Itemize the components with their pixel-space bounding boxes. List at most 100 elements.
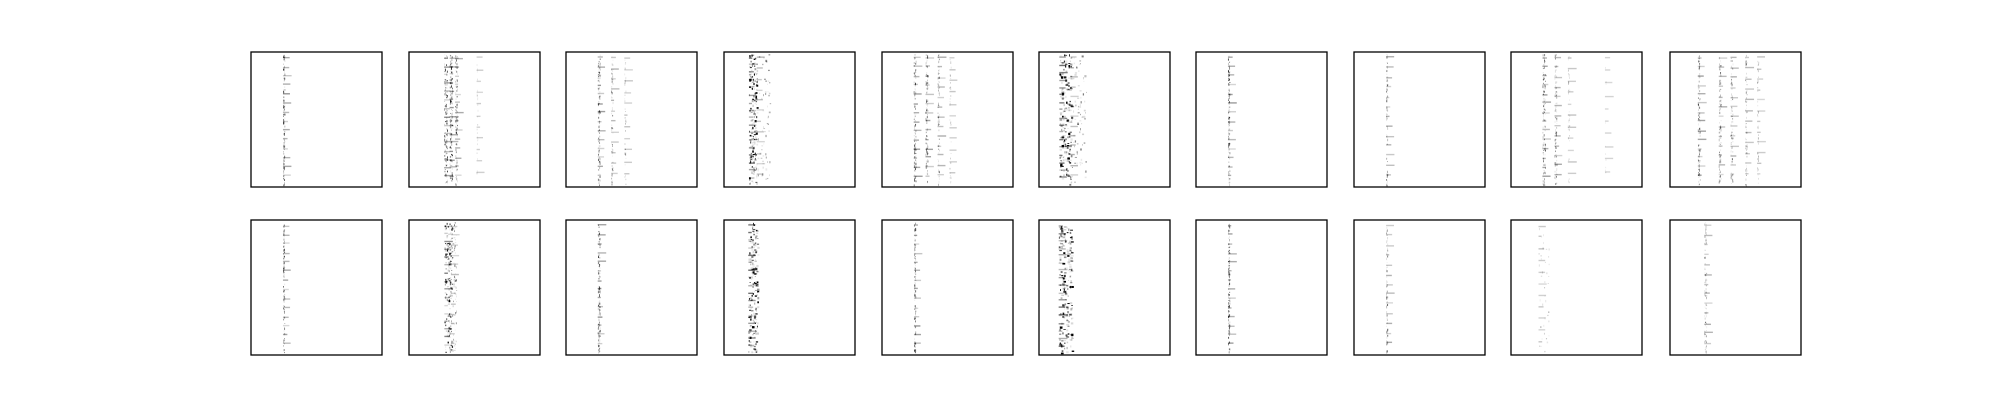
heatmap-cell (1064, 107, 1066, 111)
heatmap-cell (1757, 173, 1761, 175)
heatmap-cell (1228, 283, 1230, 286)
heatmap-cell (1386, 108, 1388, 110)
heatmap-cell (445, 94, 447, 97)
heatmap-cell (1543, 332, 1545, 335)
heatmap-streak (1227, 223, 1237, 354)
heatmap-cell (456, 310, 457, 313)
heatmap-cell (750, 138, 753, 140)
heatmap-cell (914, 137, 916, 139)
heatmap-cell (751, 69, 753, 71)
heatmap-cell (755, 181, 758, 184)
heatmap-cell (1387, 303, 1389, 306)
heatmap-cell (1386, 77, 1393, 79)
heatmap-cell (283, 290, 284, 292)
heatmap-cell (599, 350, 601, 352)
heatmap-cell (752, 226, 754, 228)
heatmap-cell (1757, 100, 1759, 103)
heatmap-cell (451, 87, 453, 89)
heatmap-cell (1066, 173, 1068, 176)
heatmap-cell (624, 92, 632, 94)
heatmap-cell (624, 67, 626, 69)
heatmap-cell (1538, 264, 1540, 267)
heatmap-cell (448, 258, 450, 260)
heatmap-cell (283, 68, 285, 71)
heatmap-cell (1229, 152, 1231, 155)
panel-frame (1195, 219, 1328, 356)
heatmap-cell (1704, 223, 1706, 225)
heatmap-cell (445, 330, 448, 332)
heatmap-cell (1070, 115, 1079, 117)
heatmap-cell (938, 69, 939, 72)
heatmap-cell (624, 148, 626, 151)
heatmap-cell (283, 275, 284, 278)
heatmap-cell (1062, 110, 1064, 113)
heatmap-cell (283, 105, 285, 108)
heatmap-cell (598, 73, 600, 76)
heatmap-cell (451, 55, 453, 58)
heatmap-cell (444, 320, 448, 323)
heatmap-cell (926, 89, 928, 91)
heatmap-cell (1059, 108, 1063, 110)
heatmap-cell (1229, 229, 1231, 232)
heatmap-cell (1228, 300, 1230, 301)
heatmap-cell (444, 247, 446, 250)
heatmap-cell (913, 279, 922, 282)
heatmap-cell (612, 115, 614, 117)
heatmap-cell (914, 238, 916, 241)
heatmap-cell (1568, 158, 1570, 161)
heatmap-cell (1556, 108, 1557, 110)
heatmap-cell (1567, 127, 1569, 129)
heatmap-cell (926, 104, 928, 106)
heatmap-cell (1228, 125, 1230, 128)
heatmap-cell (914, 243, 916, 246)
heatmap-cell (753, 134, 756, 136)
heatmap-cell (283, 54, 285, 56)
heatmap-cell (1731, 120, 1732, 124)
heatmap-cell (450, 56, 452, 59)
heatmap-cell (938, 86, 940, 89)
heatmap-cell (1064, 274, 1066, 278)
heatmap-cell (1079, 104, 1081, 107)
heatmap-cell (444, 167, 452, 169)
heatmap-cell (1555, 147, 1557, 149)
heatmap-cell (1228, 116, 1230, 119)
heatmap-cell (283, 231, 285, 233)
heatmap-cell (1059, 87, 1066, 89)
heatmap-cell (1080, 158, 1083, 161)
heatmap-cell (1387, 143, 1388, 145)
heatmap-cell (624, 83, 626, 86)
heatmap-cell (453, 249, 455, 252)
heatmap-cell (1070, 87, 1072, 89)
heatmap-cell (1062, 169, 1066, 171)
heatmap-cell (913, 103, 918, 105)
heatmap-cell (753, 158, 756, 160)
heatmap-cell (1386, 302, 1393, 304)
heatmap-cell (937, 112, 939, 114)
heatmap-cell (611, 124, 613, 126)
heatmap-cell (1758, 155, 1759, 158)
heatmap-cell (749, 299, 752, 302)
heatmap-cell (914, 342, 916, 345)
heatmap-cell (597, 324, 602, 326)
heatmap-cell (1543, 90, 1545, 93)
heatmap-cell (1567, 128, 1569, 130)
heatmap-cell (1069, 242, 1072, 245)
heatmap-cell (449, 253, 450, 256)
heatmap-cell (914, 169, 915, 172)
heatmap-cell (1387, 328, 1389, 331)
heatmap-cell (756, 270, 758, 273)
heatmap-cell (1719, 82, 1721, 85)
heatmap-cell (1704, 236, 1706, 238)
heatmap-cell (283, 258, 285, 260)
heatmap-cell (451, 288, 453, 290)
heatmap-cell (915, 175, 917, 177)
heatmap-cell (1543, 157, 1545, 160)
heatmap-panel-r1c1 (250, 51, 383, 188)
heatmap-cell (925, 128, 932, 131)
heatmap-cell (926, 165, 928, 167)
heatmap-cell (444, 292, 447, 294)
heatmap-cell (1732, 120, 1734, 123)
heatmap-cell (1070, 260, 1074, 262)
heatmap-cell (1067, 261, 1071, 264)
heatmap-cell (914, 284, 916, 287)
